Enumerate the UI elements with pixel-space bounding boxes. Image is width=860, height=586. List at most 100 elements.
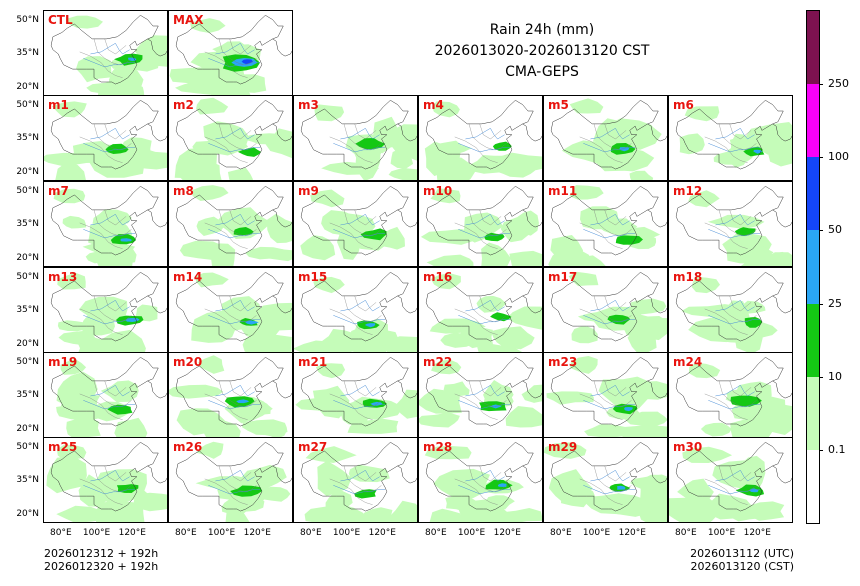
river-line bbox=[708, 400, 761, 410]
lat-tick-label: 35°N bbox=[16, 475, 39, 485]
china-boundary bbox=[550, 99, 659, 170]
colorbar-tick-mark bbox=[819, 230, 823, 232]
province-boundary bbox=[718, 209, 757, 236]
province-boundary bbox=[593, 380, 632, 407]
moderate-rain-area bbox=[237, 147, 262, 157]
colorbar-tick-mark bbox=[819, 376, 823, 378]
province-boundary bbox=[647, 295, 667, 314]
province-boundary bbox=[772, 123, 792, 142]
rainfall-map-m15 bbox=[294, 271, 417, 352]
province-boundary bbox=[104, 380, 127, 397]
heavy-rain-area bbox=[364, 323, 376, 328]
lat-tick-label: 35°N bbox=[16, 133, 39, 143]
lat-tick-label: 20°N bbox=[16, 167, 39, 177]
province-boundary bbox=[354, 295, 377, 312]
light-rain-area bbox=[133, 492, 167, 512]
light-rain-area bbox=[227, 167, 253, 180]
china-boundary bbox=[50, 441, 159, 512]
light-rain-area bbox=[544, 442, 587, 459]
province-boundary bbox=[218, 295, 257, 322]
rainfall-map-m6 bbox=[675, 99, 792, 170]
province-boundary bbox=[593, 295, 632, 322]
colorbar-tick-label: 250 bbox=[828, 77, 849, 91]
light-rain-area bbox=[521, 384, 542, 403]
map-panel-m22: m22 bbox=[418, 352, 543, 438]
river-line bbox=[208, 315, 261, 325]
province-boundary bbox=[93, 209, 132, 236]
light-rain-area bbox=[304, 505, 355, 522]
province-boundary bbox=[647, 209, 667, 228]
colorbar-tick-mark bbox=[819, 303, 823, 305]
province-boundary bbox=[729, 209, 752, 226]
river-line bbox=[465, 213, 505, 226]
river-line bbox=[215, 469, 255, 482]
light-rain-area bbox=[97, 329, 146, 352]
lon-tick-label: 80°E bbox=[550, 528, 572, 538]
province-boundary bbox=[229, 295, 252, 312]
panel-label: m10 bbox=[423, 184, 453, 198]
heavy-rain-area bbox=[624, 407, 633, 412]
lon-tick-label: 100°E bbox=[707, 528, 736, 538]
rainfall-map-m7 bbox=[50, 185, 167, 266]
river-line bbox=[458, 400, 511, 410]
province-boundary bbox=[343, 465, 382, 492]
province-boundary bbox=[104, 295, 127, 312]
colorbar-segment bbox=[807, 449, 819, 524]
province-boundary bbox=[397, 380, 417, 399]
china-boundary bbox=[675, 271, 784, 342]
lon-tick-label: 120°E bbox=[493, 528, 521, 538]
light-rain-area bbox=[682, 446, 733, 463]
rainfall-map-m20 bbox=[169, 355, 292, 437]
map-panel-m10: m10 bbox=[418, 181, 543, 267]
china-boundary bbox=[50, 271, 159, 342]
lat-tick-label: 20°N bbox=[16, 424, 39, 434]
light-rain-area bbox=[134, 35, 167, 67]
province-boundary bbox=[354, 209, 377, 226]
china-boundary bbox=[175, 99, 284, 170]
river-line bbox=[715, 469, 755, 482]
river-line bbox=[333, 315, 386, 325]
light-rain-area bbox=[190, 18, 226, 33]
map-panel-m26: m26 bbox=[168, 437, 293, 523]
moderate-rain-area bbox=[615, 235, 643, 245]
river-line bbox=[340, 299, 380, 312]
province-boundary bbox=[93, 38, 132, 65]
map-panel-m19: m19 bbox=[43, 352, 168, 438]
river-line bbox=[90, 42, 130, 55]
heavy-rain-area bbox=[497, 483, 507, 487]
province-boundary bbox=[147, 123, 167, 142]
province-boundary bbox=[343, 295, 382, 322]
lat-tick-label: 50°N bbox=[16, 100, 39, 110]
light-rain-area bbox=[490, 326, 535, 350]
province-boundary bbox=[272, 123, 292, 142]
province-boundary bbox=[593, 209, 632, 236]
light-rain-area bbox=[305, 446, 357, 463]
china-boundary bbox=[300, 99, 409, 170]
light-rain-area bbox=[760, 252, 792, 266]
river-line bbox=[340, 469, 380, 482]
river-line bbox=[90, 469, 130, 482]
rainfall-map-m26 bbox=[175, 441, 292, 522]
panel-label: m13 bbox=[48, 270, 78, 284]
rainfall-map-m19 bbox=[50, 356, 167, 437]
light-rain-area bbox=[433, 468, 490, 499]
province-boundary bbox=[272, 295, 292, 314]
light-rain-area bbox=[569, 98, 604, 114]
footer-right-line-1: 2026013112 (UTC) bbox=[690, 547, 794, 560]
panel-label: m21 bbox=[298, 355, 328, 369]
province-boundary bbox=[272, 38, 292, 57]
moderate-rain-area bbox=[734, 227, 756, 236]
river-line bbox=[458, 315, 511, 325]
rainfall-map-m11 bbox=[548, 185, 667, 266]
province-boundary bbox=[729, 465, 752, 482]
map-panel-m25: m25 bbox=[43, 437, 168, 523]
river-line bbox=[215, 299, 255, 312]
panel-label: m12 bbox=[673, 184, 703, 198]
light-rain-area bbox=[321, 161, 380, 175]
heavy-rain-area bbox=[120, 238, 132, 242]
china-boundary bbox=[550, 356, 659, 427]
lon-tick-label: 120°E bbox=[618, 528, 646, 538]
light-rain-area bbox=[294, 340, 356, 352]
china-boundary bbox=[675, 441, 784, 512]
light-rain-area bbox=[241, 464, 287, 490]
